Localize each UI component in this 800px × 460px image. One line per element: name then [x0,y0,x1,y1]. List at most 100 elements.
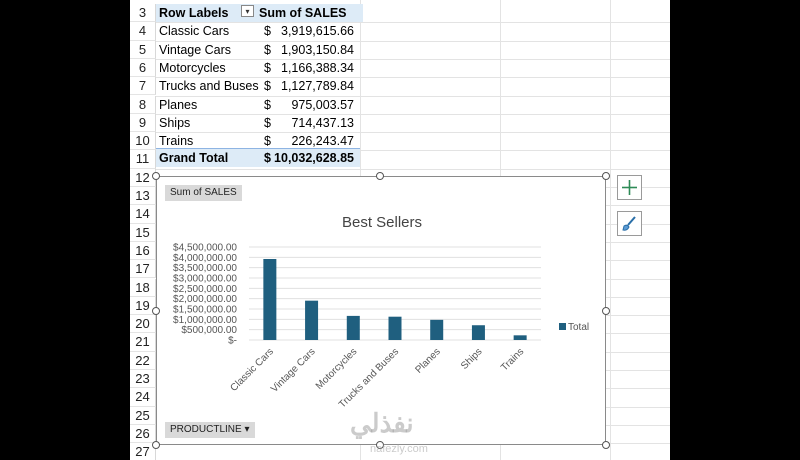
pivot-chart[interactable]: Sum of SALES Best Sellers $- $500,000.00 $1… [156,176,606,445]
row-labels-filter-button[interactable]: ▾ [241,5,254,17]
row-gridline [156,95,670,97]
row-header[interactable]: 3 [130,4,156,23]
row-header[interactable]: 8 [130,95,156,114]
grand-total-label: Grand Total [159,151,229,165]
pivot-row[interactable]: Planes $975,003.57 [156,96,360,114]
row-header[interactable]: 18 [130,278,156,297]
bar [388,316,402,340]
row-gridline [156,132,670,134]
pivot-row-currency: $ [264,60,271,75]
bar [346,315,360,340]
row-header[interactable]: 21 [130,333,156,352]
row-header[interactable]: 13 [130,187,156,206]
row-header[interactable]: 25 [130,406,156,425]
y-tick-label: $2,000,000.00 [173,294,237,305]
pivot-header-sum-of-sales[interactable]: Sum of SALES [256,4,363,22]
bar [430,319,444,340]
resize-handle-bottom-right[interactable] [602,441,610,449]
grand-total-value: 10,032,628.85 [274,151,354,165]
chart-axis-field-button[interactable]: PRODUCTLINE ▾ [165,422,255,438]
resize-handle-bottom-left[interactable] [152,441,160,449]
pivot-row-label: Motorcycles [159,60,226,75]
sum-of-sales-text: Sum of SALES [259,6,347,20]
resize-handle-top-left[interactable] [152,172,160,180]
resize-handle-top[interactable] [376,172,384,180]
row-header[interactable]: 27 [130,443,156,460]
pivot-row-label: Ships [159,115,191,130]
y-tick-label: $1,500,000.00 [173,305,237,316]
row-header[interactable]: 19 [130,296,156,316]
chart-value-field-label: Sum of SALES [170,187,237,198]
y-tick-label: $3,000,000.00 [173,274,237,285]
y-tick-label: $500,000.00 [181,325,237,336]
chart-axis-field-label: PRODUCTLINE [170,424,242,435]
y-tick-label: $4,500,000.00 [173,243,237,254]
bar [471,325,485,340]
row-labels-text: Row Labels [159,6,229,20]
row-header[interactable]: 20 [130,315,156,334]
y-tick-label: $4,000,000.00 [173,253,237,264]
chart-plot: Best Sellers $-$500,000.00$1,000,000.00$1… [173,214,589,410]
row-header[interactable]: 7 [130,77,156,96]
pivot-header-row-labels[interactable]: Row Labels [156,4,259,22]
col-gridline [610,0,611,460]
resize-handle-left[interactable] [152,307,160,315]
row-header[interactable]: 6 [130,58,156,78]
pivot-row-value: 3,919,615.66 [281,24,354,39]
row-gridline [156,168,670,170]
bar [263,258,277,340]
pivot-row-currency: $ [264,79,271,94]
legend-swatch [559,323,566,330]
row-header[interactable]: 10 [130,132,156,151]
plus-icon [622,180,637,195]
row-header[interactable]: 14 [130,205,156,224]
row-header[interactable]: 9 [130,113,156,133]
row-header[interactable]: 26 [130,424,156,444]
pivot-row[interactable]: Motorcycles $1,166,388.34 [156,59,360,77]
row-header[interactable]: 12 [130,168,156,187]
row-header[interactable]: 22 [130,351,156,370]
row-gridline [156,58,670,60]
bar [305,300,319,340]
row-header[interactable]: 11 [130,150,156,169]
grand-total-currency: $ [264,151,271,165]
row-header[interactable]: 24 [130,388,156,407]
pivot-row-label: Classic Cars [159,24,230,39]
pivot-row-value: 975,003.57 [291,97,354,112]
pivot-row-value: 1,903,150.84 [281,42,354,57]
pivot-row-value: 226,243.47 [291,134,354,149]
row-header[interactable]: 23 [130,370,156,389]
pivot-row-currency: $ [264,97,271,112]
resize-handle-bottom[interactable] [376,441,384,449]
x-tick-label: Trains [499,346,526,373]
chart-styles-button[interactable] [617,211,642,236]
pivot-row[interactable]: Trains $226,243.47 [156,132,360,150]
resize-handle-right[interactable] [602,307,610,315]
pivot-row-value: 1,166,388.34 [281,60,354,75]
chart-title: Best Sellers [342,214,422,231]
pivot-row[interactable]: Vintage Cars $1,903,150.84 [156,41,360,59]
row-header[interactable]: 5 [130,40,156,59]
pivot-row[interactable]: Classic Cars $3,919,615.66 [156,22,360,40]
pivot-row-currency: $ [264,42,271,57]
row-header[interactable]: 4 [130,22,156,41]
chart-elements-button[interactable] [617,175,642,200]
row-header[interactable]: 17 [130,260,156,279]
x-tick-label: Motorcycles [314,346,360,392]
x-tick-label: Ships [459,346,484,371]
y-tick-label: $- [228,336,237,347]
pivot-row[interactable]: Ships $714,437.13 [156,114,360,132]
grand-total-row[interactable]: Grand Total $ 10,032,628.85 [156,148,360,167]
pivot-row-currency: $ [264,115,271,130]
row-header[interactable]: 16 [130,241,156,261]
watermark-logo: نفذلي [350,408,414,438]
pivot-row-currency: $ [264,24,271,39]
pivot-row-label: Trucks and Buses [159,79,259,94]
pivot-row[interactable]: Trucks and Buses $1,127,789.84 [156,77,360,95]
bar [513,335,527,340]
chart-value-field-button[interactable]: Sum of SALES [165,185,242,201]
brush-icon [622,216,636,231]
pivot-row-label: Trains [159,134,194,149]
resize-handle-top-right[interactable] [602,172,610,180]
row-header[interactable]: 15 [130,223,156,242]
